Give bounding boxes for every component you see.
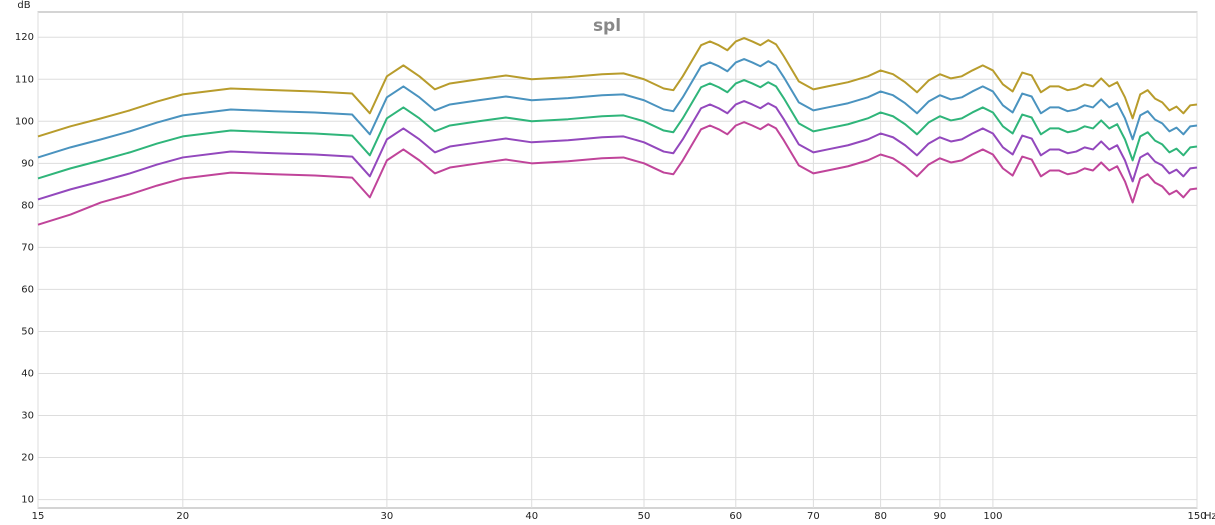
x-tick-label: 60	[729, 511, 742, 522]
series-line	[37, 37, 1198, 138]
x-unit: Hz	[1204, 511, 1215, 522]
y-tick-label: 50	[21, 326, 34, 337]
x-tick-label: 20	[176, 511, 189, 522]
x-tick-label: 80	[874, 511, 887, 522]
y-tick-label: 80	[21, 200, 34, 211]
y-tick-label: 120	[15, 32, 34, 43]
y-tick-label: 90	[21, 158, 34, 169]
y-tick-label: 20	[21, 453, 34, 464]
x-tick-label: 150	[1187, 511, 1206, 522]
y-tick-label: 70	[21, 242, 34, 253]
series-line	[37, 100, 1198, 201]
x-tick-label: 70	[807, 511, 820, 522]
y-tick-label: 110	[15, 74, 34, 85]
x-tick-label: 40	[525, 511, 538, 522]
y-tick-label: 100	[15, 116, 34, 127]
plot-frame	[37, 11, 1198, 509]
y-unit: dB	[17, 0, 30, 11]
x-tick-label: 50	[638, 511, 651, 522]
x-tick-label: 100	[983, 511, 1002, 522]
y-tick-label: 10	[21, 495, 34, 506]
y-tick-label: 30	[21, 411, 34, 422]
series-line	[37, 58, 1198, 159]
y-tick-label: 40	[21, 368, 34, 379]
x-tick-label: 15	[32, 511, 45, 522]
series-line	[37, 121, 1198, 226]
series-line	[37, 79, 1198, 180]
x-tick-label: 90	[934, 511, 947, 522]
chart-title: spl	[593, 16, 621, 36]
x-tick-label: 30	[381, 511, 394, 522]
y-tick-label: 60	[21, 284, 34, 295]
